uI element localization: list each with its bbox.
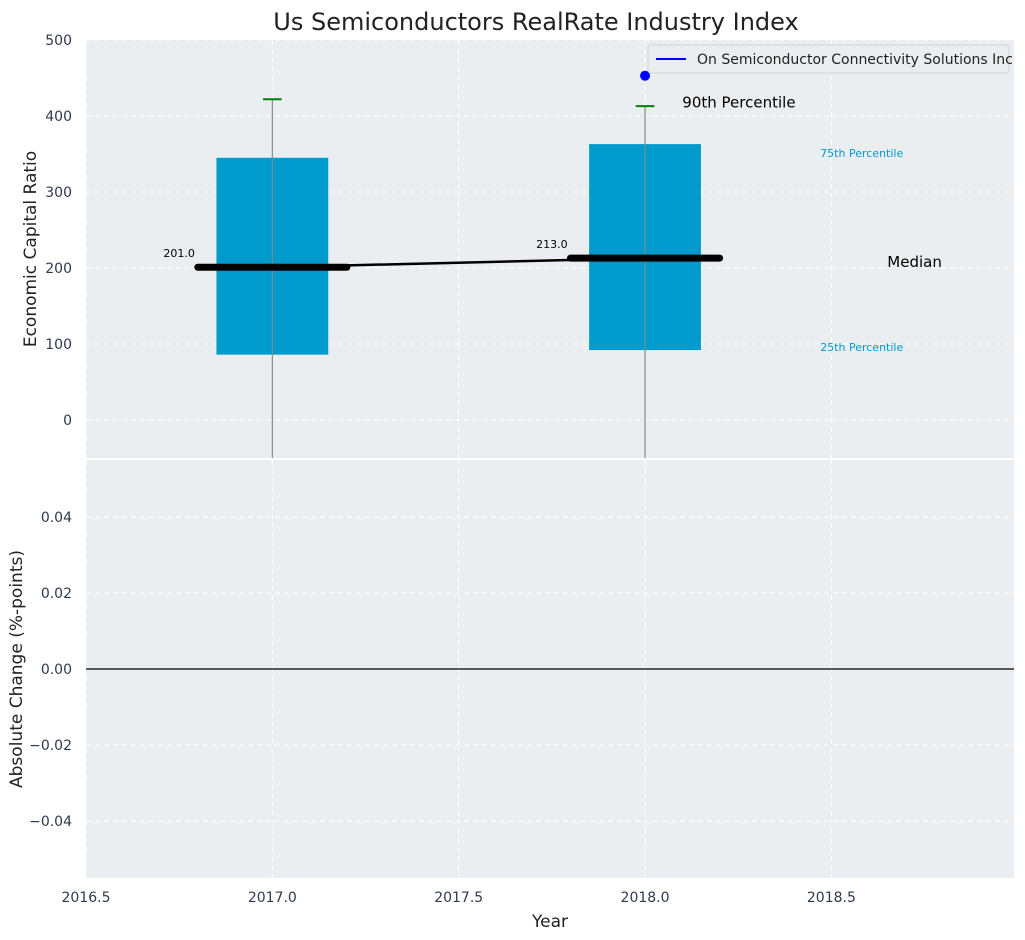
x-tick-label: 2017.0 <box>248 890 297 906</box>
legend: On Semiconductor Connectivity Solutions … <box>647 44 1013 74</box>
annotation-75th: 75th Percentile <box>820 147 903 160</box>
x-axis-label: Year <box>531 912 568 932</box>
x-tick-label: 2016.5 <box>62 890 111 906</box>
median-value-label: 201.0 <box>163 247 195 260</box>
top-y-tick-label: 500 <box>45 33 72 49</box>
x-ticks: 2016.5 2017.0 2017.5 2018.0 2018.5 <box>62 890 856 906</box>
x-tick-label: 2018.5 <box>807 890 856 906</box>
median-value-label: 213.0 <box>536 238 568 251</box>
percentile-annotations: 90th Percentile 75th Percentile Median 25th… <box>682 93 942 354</box>
bottom-y-ticks: −0.04 −0.02 0.00 0.02 0.04 <box>29 510 72 830</box>
top-y-tick-label: 0 <box>63 413 72 429</box>
top-y-tick-label: 100 <box>45 337 72 353</box>
annotation-25th: 25th Percentile <box>820 341 903 354</box>
x-tick-label: 2017.5 <box>434 890 483 906</box>
top-y-axis-label: Economic Capital Ratio <box>21 151 41 347</box>
median-trend-line <box>272 256 646 269</box>
top-y-tick-label: 400 <box>45 109 72 125</box>
x-tick-label: 2018.0 <box>621 890 670 906</box>
top-y-tick-label: 300 <box>45 185 72 201</box>
bottom-y-tick-label: 0.02 <box>41 586 72 602</box>
company-points <box>640 70 651 81</box>
top-y-ticks: 0 100 200 300 400 500 <box>45 33 72 429</box>
top-y-tick-label: 200 <box>45 261 72 277</box>
median-trend-group: 201.0 213.0 <box>163 238 724 271</box>
bottom-y-tick-label: 0.00 <box>41 662 72 678</box>
chart-title: Us Semiconductors RealRate Industry Inde… <box>273 8 798 36</box>
bottom-y-tick-label: 0.04 <box>41 510 72 526</box>
bottom-y-tick-label: −0.02 <box>29 738 72 754</box>
bottom-y-axis-label: Absolute Change (%-points) <box>7 550 27 788</box>
annotation-90th: 90th Percentile <box>682 93 795 111</box>
bottom-y-tick-label: −0.04 <box>29 814 72 830</box>
legend-box <box>647 44 1010 74</box>
box-group <box>216 98 701 458</box>
annotation-median: Median <box>887 253 942 271</box>
company-point <box>640 70 651 81</box>
legend-label: On Semiconductor Connectivity Solutions … <box>697 52 1013 68</box>
